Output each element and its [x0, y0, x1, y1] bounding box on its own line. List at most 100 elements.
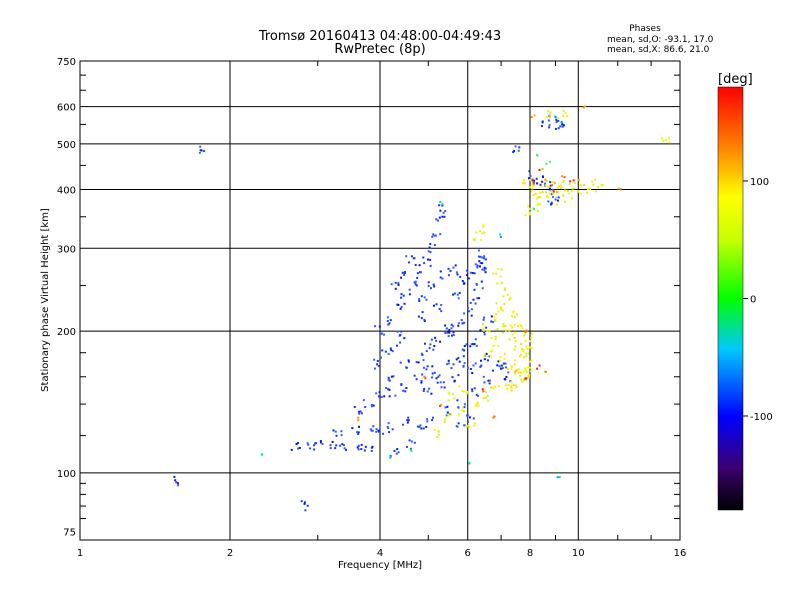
scatter-point	[556, 476, 559, 479]
scatter-point	[396, 344, 399, 347]
scatter-point	[552, 192, 555, 195]
scatter-point	[562, 194, 565, 197]
scatter-point	[392, 375, 395, 378]
scatter-point	[501, 367, 504, 370]
scatter-point	[467, 277, 470, 280]
scatter-point	[501, 281, 503, 284]
scatter-point	[374, 325, 377, 328]
scatter-point	[474, 338, 477, 341]
scatter-point	[307, 443, 310, 446]
scatter-point	[426, 390, 429, 393]
scatter-point	[574, 182, 577, 185]
scatter-point	[370, 403, 373, 406]
scatter-point	[532, 184, 535, 187]
scatter-point	[591, 180, 594, 183]
scatter-point	[388, 379, 391, 382]
scatter-point	[400, 293, 403, 296]
scatter-point	[531, 183, 534, 186]
colorbar-tick-label: -100	[750, 412, 773, 423]
scatter-point	[370, 405, 373, 408]
scatter-point	[483, 355, 486, 358]
scatter-point	[475, 231, 478, 234]
scatter-point	[303, 502, 306, 505]
scatter-point	[499, 275, 502, 278]
scatter-point	[530, 359, 533, 362]
scatter-point	[480, 359, 482, 362]
scatter-point	[457, 374, 460, 377]
scatter-point	[555, 119, 558, 121]
scatter-point	[547, 119, 550, 122]
scatter-point	[363, 449, 366, 452]
scatter-point	[427, 284, 430, 287]
grid-lines	[80, 61, 680, 540]
scatter-point	[389, 456, 392, 459]
scatter-point	[441, 204, 444, 207]
scatter-point	[415, 361, 418, 364]
scatter-point	[384, 350, 387, 353]
scatter-point	[572, 179, 575, 182]
scatter-point	[413, 441, 416, 444]
scatter-point	[431, 419, 434, 422]
scatter-point	[477, 404, 480, 407]
scatter-point	[527, 177, 530, 180]
scatter-point	[662, 140, 665, 143]
scatter-point	[418, 298, 421, 301]
scatter-point	[452, 363, 455, 366]
scatter-point	[173, 475, 176, 478]
scatter-point	[476, 297, 479, 300]
scatter-point	[359, 410, 362, 413]
scatter-point	[360, 412, 363, 415]
scatter-point	[420, 317, 423, 320]
scatter-point	[475, 344, 478, 347]
scatter-point	[528, 179, 531, 181]
scatter-point	[527, 352, 530, 355]
scatter-point	[529, 340, 532, 343]
scatter-point	[508, 298, 511, 301]
scatter-point	[525, 345, 528, 348]
scatter-point	[541, 121, 544, 124]
scatter-point	[528, 186, 531, 189]
scatter-point	[594, 190, 597, 193]
scatter-point	[513, 149, 515, 152]
scatter-point	[483, 381, 486, 384]
scatter-point	[332, 429, 335, 432]
scatter-point	[463, 312, 466, 315]
scatter-point	[592, 183, 595, 186]
scatter-point	[376, 360, 379, 362]
scatter-point	[405, 387, 408, 389]
scatter-point	[456, 399, 459, 402]
scatter-point	[528, 170, 531, 173]
scatter-point	[524, 339, 527, 342]
scatter-point	[463, 362, 466, 365]
scatter-point	[665, 139, 668, 142]
scatter-point	[589, 188, 592, 190]
scatter-point	[378, 325, 381, 328]
x-axis-label: Frequency [MHz]	[338, 560, 422, 571]
scatter-point	[410, 440, 413, 443]
scatter-point	[435, 218, 438, 221]
scatter-point	[477, 255, 480, 258]
scatter-point	[520, 348, 523, 351]
scatter-point	[503, 288, 506, 291]
scatter-point	[563, 176, 566, 179]
scatter-point	[502, 331, 504, 334]
scatter-point	[408, 439, 411, 442]
scatter-point	[527, 205, 530, 208]
scatter-point	[513, 336, 516, 339]
y-tick-label: 600	[57, 103, 76, 114]
scatter-point	[474, 263, 477, 266]
x-tick-label: 10	[572, 548, 585, 559]
scatter-point	[388, 322, 391, 325]
scatter-point	[358, 410, 361, 413]
scatter-point	[562, 179, 565, 182]
scatter-point	[432, 233, 435, 236]
scatter-point	[551, 181, 554, 183]
scatter-point	[536, 367, 539, 370]
scatter-point	[198, 151, 201, 154]
scatter-point	[582, 106, 585, 109]
scatter-point	[536, 210, 539, 213]
scatter-point	[545, 116, 548, 119]
scatter-point	[413, 257, 416, 260]
scatter-point	[175, 481, 178, 484]
scatter-point	[553, 182, 556, 185]
